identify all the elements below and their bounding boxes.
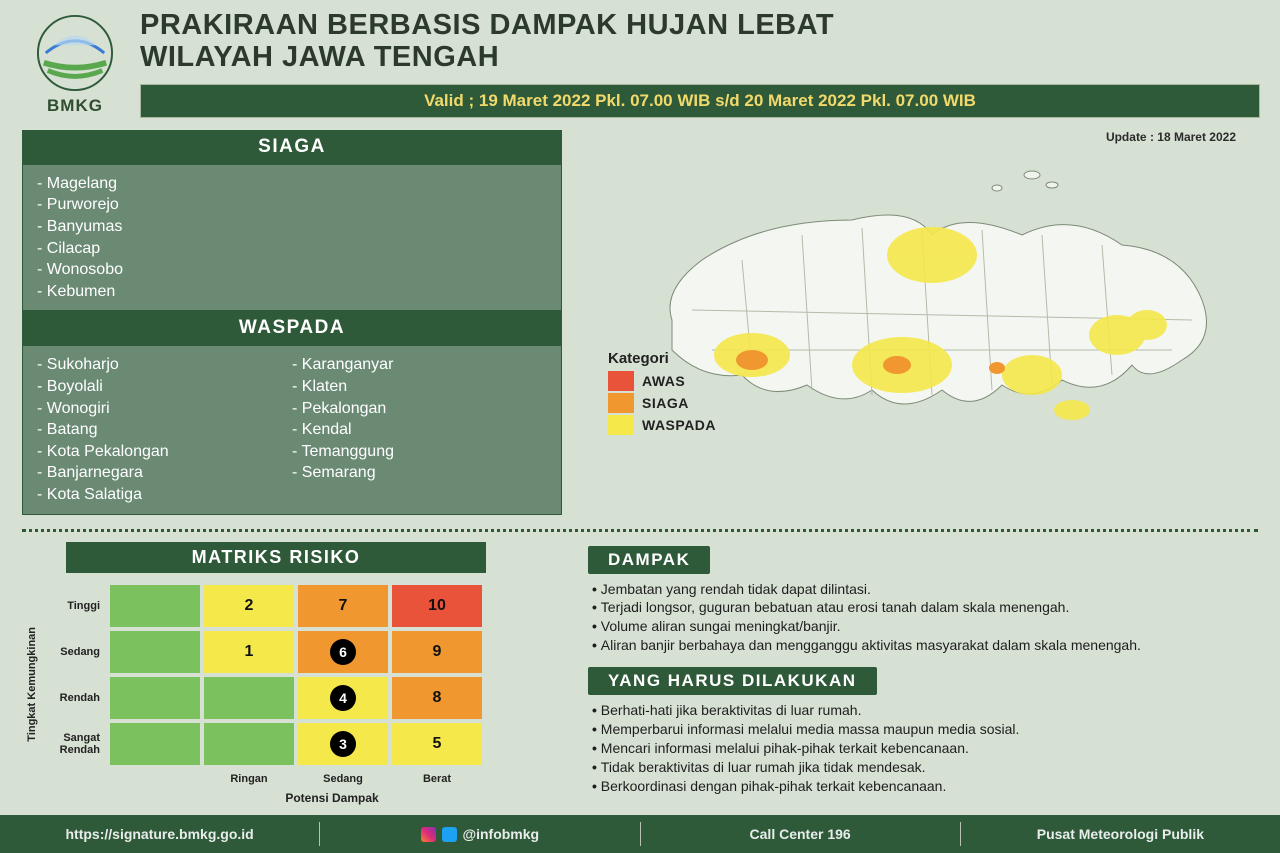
matrix-row-label: Sedang: [46, 631, 106, 673]
footer-bar: https://signature.bmkg.go.id @infobmkg C…: [0, 815, 1280, 853]
matrix-cell: [110, 677, 200, 719]
action-item: Memperbarui informasi melalui media mass…: [592, 720, 1254, 739]
legend-item: AWAS: [608, 371, 716, 391]
valid-bar: Valid ; 19 Maret 2022 Pkl. 07.00 WIB s/d…: [140, 84, 1260, 118]
matrix-cell: 10: [392, 585, 482, 627]
action-header: YANG HARUS DILAKUKAN: [588, 667, 877, 695]
waspada-item: Semarang: [292, 462, 547, 484]
waspada-item: Karanganyar: [292, 354, 547, 376]
page-title: PRAKIRAAN BERBASIS DAMPAK HUJAN LEBAT WI…: [140, 10, 1260, 74]
legend-swatch: [608, 415, 634, 435]
matrix-cell: 6: [298, 631, 388, 673]
org-label: BMKG: [20, 96, 130, 116]
waspada-item: Kendal: [292, 419, 547, 441]
footer-call: Call Center 196: [641, 826, 960, 842]
waspada-item: Kota Pekalongan: [37, 441, 292, 463]
dampak-item: Jembatan yang rendah tidak dapat dilinta…: [592, 580, 1254, 599]
siaga-item: Magelang: [37, 173, 547, 195]
matrix-yaxis-label: Tingkat Kemungkinan: [22, 627, 42, 742]
legend-title: Kategori: [608, 350, 716, 367]
waspada-item: Klaten: [292, 376, 547, 398]
matrix-cell: [110, 585, 200, 627]
map-java-tengah: Kategori AWAS SIAGA WASPADA: [602, 150, 1242, 450]
bmkg-logo: [36, 14, 114, 92]
action-item: Mencari informasi melalui pihak-pihak te…: [592, 739, 1254, 758]
matrix-row-label: Rendah: [46, 677, 106, 719]
legend-swatch: [608, 371, 634, 391]
matrix-cell: [110, 631, 200, 673]
dampak-item: Aliran banjir berbahaya dan mengganggu a…: [592, 636, 1254, 655]
matrix-cell: 9: [392, 631, 482, 673]
matrix-cell: 5: [392, 723, 482, 765]
waspada-item: Temanggung: [292, 441, 547, 463]
footer-url: https://signature.bmkg.go.id: [0, 826, 319, 842]
update-label: Update : 18 Maret 2022: [1106, 130, 1236, 144]
twitter-icon: [442, 827, 457, 842]
divider-dotted: [22, 529, 1258, 532]
dampak-header: DAMPAK: [588, 546, 710, 574]
siaga-item: Banyumas: [37, 216, 547, 238]
matrix-col-label: Sedang: [298, 769, 388, 785]
footer-org: Pusat Meteorologi Publik: [961, 826, 1280, 842]
matrix-col-label: Ringan: [204, 769, 294, 785]
matrix-cell: 7: [298, 585, 388, 627]
matrix-row-label: Sangat Rendah: [46, 723, 106, 765]
siaga-header: SIAGA: [22, 130, 562, 164]
siaga-list: MagelangPurworejoBanyumasCilacapWonosobo…: [22, 164, 562, 312]
siaga-item: Wonosobo: [37, 259, 547, 281]
matrix-cell: 2: [204, 585, 294, 627]
siaga-item: Kebumen: [37, 281, 547, 303]
dampak-item: Volume aliran sungai meningkat/banjir.: [592, 617, 1254, 636]
action-item: Berhati-hati jika beraktivitas di luar r…: [592, 701, 1254, 720]
legend-label: AWAS: [642, 373, 685, 389]
action-item: Tidak beraktivitas di luar rumah jika ti…: [592, 758, 1254, 777]
matrix-cell: 3: [298, 723, 388, 765]
dampak-item: Terjadi longsor, guguran bebatuan atau e…: [592, 598, 1254, 617]
matrix-cell: [204, 723, 294, 765]
waspada-item: Kota Salatiga: [37, 484, 292, 506]
waspada-item: Sukoharjo: [37, 354, 292, 376]
matrix-xaxis-label: Potensi Dampak: [102, 791, 562, 805]
footer-social: @infobmkg: [320, 826, 639, 843]
legend-label: WASPADA: [642, 417, 716, 433]
instagram-icon: [421, 827, 436, 842]
legend-label: SIAGA: [642, 395, 689, 411]
legend-item: SIAGA: [608, 393, 716, 413]
matrix-header: MATRIKS RISIKO: [66, 542, 486, 573]
action-list: Berhati-hati jika beraktivitas di luar r…: [588, 695, 1258, 795]
matrix-cell: [110, 723, 200, 765]
matrix-col-label: Berat: [392, 769, 482, 785]
waspada-item: Pekalongan: [292, 398, 547, 420]
matrix-row-label: Tinggi: [46, 585, 106, 627]
matrix-cell: 4: [298, 677, 388, 719]
waspada-item: Banjarnegara: [37, 462, 292, 484]
dampak-list: Jembatan yang rendah tidak dapat dilinta…: [588, 574, 1258, 656]
matrix-cell: 8: [392, 677, 482, 719]
waspada-item: Boyolali: [37, 376, 292, 398]
matrix-col-label: [110, 769, 200, 785]
matrix-cell: [204, 677, 294, 719]
waspada-list: SukoharjoBoyolaliWonogiriBatangKota Peka…: [22, 345, 562, 514]
action-item: Berkoordinasi dengan pihak-pihak terkait…: [592, 777, 1254, 796]
risk-matrix: Tinggi 2710 Sedang 169 Rendah 48 Sangat Rendah…: [42, 581, 486, 789]
waspada-item: Wonogiri: [37, 398, 292, 420]
legend-item: WASPADA: [608, 415, 716, 435]
siaga-item: Cilacap: [37, 238, 547, 260]
legend-swatch: [608, 393, 634, 413]
waspada-item: Batang: [37, 419, 292, 441]
matrix-cell: 1: [204, 631, 294, 673]
siaga-item: Purworejo: [37, 194, 547, 216]
waspada-header: WASPADA: [22, 311, 562, 345]
